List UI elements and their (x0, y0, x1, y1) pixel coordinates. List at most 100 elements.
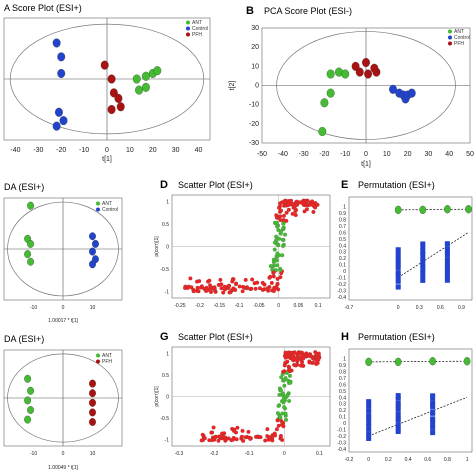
s-plot-point (274, 427, 279, 432)
y-tick-label: 30 (251, 25, 259, 32)
legend-swatch-ant (448, 29, 452, 34)
y-tick-label: 1 (343, 205, 346, 211)
q2-point (395, 406, 401, 410)
q2-point (444, 266, 450, 270)
q2-point (395, 249, 401, 253)
q2-point (395, 263, 401, 267)
x-tick-label: -0.2 (195, 303, 204, 309)
q2-point (395, 425, 401, 429)
q2-point (366, 413, 372, 417)
s-plot-point (270, 438, 275, 443)
s-plot-point (284, 199, 289, 203)
s-plot-point (208, 283, 213, 288)
q2-point (444, 248, 450, 252)
point-control (54, 107, 63, 117)
s-plot-point (272, 285, 277, 290)
s-plot-point (224, 437, 229, 442)
q2-point (395, 256, 401, 260)
y-tick-label: -1 (165, 438, 170, 444)
legend-label: ANT (192, 20, 202, 26)
s-plot-point (271, 289, 276, 294)
point-ant (24, 250, 32, 259)
y-tick-label: 0 (255, 83, 259, 90)
y-tick-label: 0.9 (339, 363, 346, 369)
hotelling-ellipse (9, 23, 205, 135)
q2-point (395, 427, 401, 431)
x-tick-label: -10 (340, 151, 350, 158)
s-plot-point (209, 430, 214, 435)
q2-point (420, 272, 426, 276)
s-curve-points (183, 198, 320, 295)
legend-label: ANT (102, 201, 112, 207)
s-plot-point (275, 263, 280, 268)
q2-point (420, 259, 426, 263)
q2-point (430, 393, 436, 397)
x-tick-label: -0.2 (345, 457, 354, 463)
s-plot-point (285, 353, 290, 358)
x-tick-label: 10 (90, 305, 96, 311)
s-plot-point (244, 285, 249, 290)
q2-point (395, 247, 401, 251)
q2-point (444, 276, 450, 280)
q2-point (444, 254, 450, 258)
q2-point (395, 430, 401, 434)
s-plot-point (277, 392, 282, 397)
q2-point (366, 428, 372, 432)
s-plot-point (286, 207, 291, 212)
s-plot-point (275, 251, 280, 256)
s-plot-point (281, 226, 286, 231)
point-ant (135, 85, 143, 95)
y-tick-label: 1 (343, 357, 346, 363)
q2-point (395, 279, 401, 283)
point-pfh (89, 379, 96, 388)
q2-point (444, 250, 450, 254)
s-plot-point (240, 289, 245, 294)
q2-point (444, 274, 450, 278)
x-tick-label: -0.05 (253, 303, 265, 309)
legend-label: Control (454, 35, 470, 41)
q2-point (366, 431, 372, 435)
q2-point (444, 241, 450, 245)
x-axis-title: t[1] (361, 161, 371, 168)
s-plot-point (290, 351, 295, 356)
r2-point (394, 205, 402, 215)
title-b: PCA Score Plot (ESI-) (264, 6, 352, 16)
s-plot-point (200, 432, 205, 437)
y-tick-label: 0.8 (339, 218, 346, 224)
s-plot-point (208, 289, 213, 294)
y-tick-label: 0.5 (339, 237, 346, 243)
s-plot-point (281, 213, 286, 218)
hotelling-ellipse (7, 201, 119, 297)
s-plot-point (249, 286, 254, 291)
y-tick-label: -0.5 (160, 416, 169, 422)
title-a: A Score Plot (ESI+) (4, 3, 82, 13)
point-pfh (100, 60, 109, 70)
q2-point (430, 421, 436, 425)
y-tick-label: 0.2 (339, 256, 346, 262)
s-plot-point (197, 279, 202, 284)
s-plot-point (231, 437, 236, 442)
s-plot-point (221, 290, 226, 295)
y-tick-label: 0.8 (339, 370, 346, 376)
q2-point (395, 411, 401, 415)
q2-point (420, 265, 426, 269)
s-plot-point (276, 287, 281, 292)
x-tick-label: 50 (466, 151, 474, 158)
x-tick-label: -30 (33, 147, 43, 154)
s-plot-point (204, 285, 209, 290)
q2-point (366, 415, 372, 419)
q2-point (395, 408, 401, 412)
r2-point (465, 205, 472, 214)
s-plot-point (283, 232, 288, 237)
y-tick-label: -0.2 (337, 282, 346, 288)
q2-point (444, 270, 450, 274)
s-plot-point (281, 244, 285, 249)
legend-swatch-pfh (448, 41, 452, 46)
s-plot-point (280, 411, 285, 416)
x-tick-label: -0.3 (175, 451, 184, 457)
x-tick-label: 30 (425, 151, 433, 158)
x-tick-label: 20 (149, 147, 157, 154)
q2-point (420, 279, 426, 283)
x-tick-label: -0.1 (245, 451, 254, 457)
